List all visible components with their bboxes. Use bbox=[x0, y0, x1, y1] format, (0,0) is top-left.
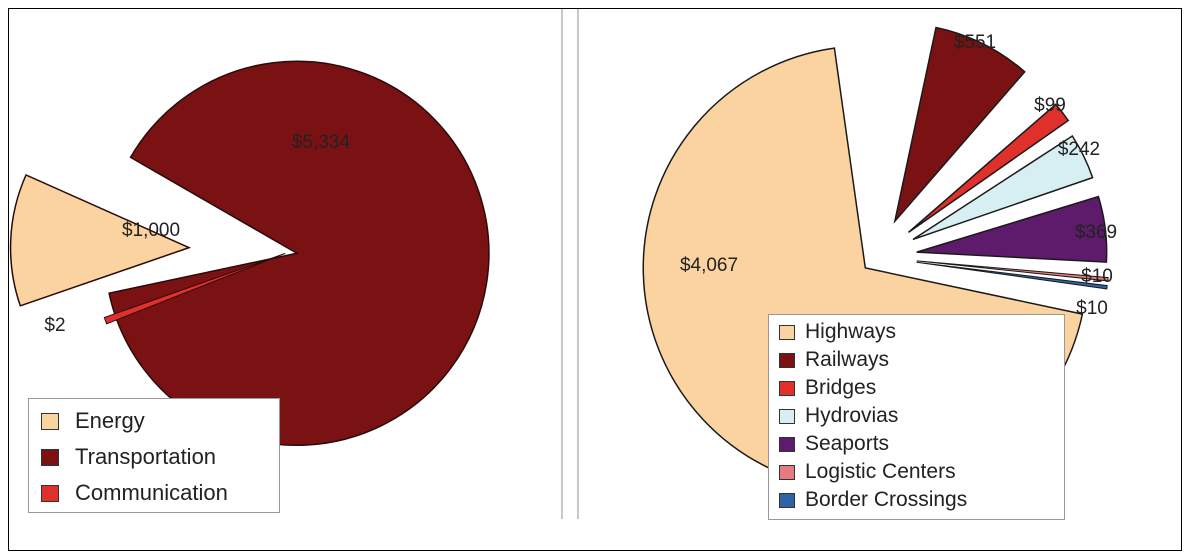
pie-slice-communication bbox=[103, 252, 286, 325]
legend-swatch bbox=[779, 325, 795, 340]
legend-item-highways: Highways bbox=[779, 318, 1064, 346]
legend-mode: Highways Railways Bridges Hydrovias Seap… bbox=[768, 314, 1065, 520]
legend-item-energy: Energy bbox=[41, 403, 279, 439]
pie-slice-hydrovias bbox=[912, 134, 1094, 241]
legend-swatch bbox=[779, 381, 795, 396]
panel-divider bbox=[561, 9, 563, 519]
legend-swatch bbox=[779, 493, 795, 508]
pie-slice-railways bbox=[893, 26, 1026, 224]
legend-item-logistic-centers: Logistic Centers bbox=[779, 458, 1064, 486]
legend-label: Energy bbox=[75, 408, 145, 433]
legend-swatch bbox=[779, 353, 795, 368]
data-label-highways: $4,067 bbox=[680, 255, 738, 276]
legend-label: Communication bbox=[75, 480, 228, 505]
legend-label: Bridges bbox=[805, 376, 877, 399]
pie-slice-logistic-centers bbox=[916, 260, 1109, 282]
legend-item-border-crossings: Border Crossings bbox=[779, 486, 1064, 514]
pie-slice-bridges bbox=[908, 103, 1070, 233]
legend-item-hydrovias: Hydrovias bbox=[779, 402, 1064, 430]
data-label-logistic-centers: $10 bbox=[1081, 266, 1113, 287]
figure-frame: $1,000 $5,334 $2 $4,067 $551 $99 $242 $369 $10 $… bbox=[8, 8, 1182, 551]
pie-slice-energy bbox=[9, 174, 192, 307]
legend-item-transportation: Transportation bbox=[41, 439, 279, 475]
data-label-hydrovias: $242 bbox=[1058, 139, 1100, 160]
pie-slice-seaports bbox=[916, 195, 1108, 263]
legend-label: Logistic Centers bbox=[805, 460, 956, 483]
pie-chart-investment-by-sector: $1,000 $5,334 $2 bbox=[9, 60, 490, 446]
legend-swatch bbox=[779, 437, 795, 452]
legend-label: Highways bbox=[805, 320, 897, 343]
legend-label: Seaports bbox=[805, 432, 890, 455]
legend-label: Border Crossings bbox=[805, 488, 968, 511]
legend-sector: Energy Transportation Communication bbox=[28, 398, 280, 513]
legend-label: Hydrovias bbox=[805, 404, 899, 427]
legend-swatch bbox=[41, 413, 59, 430]
data-label-seaports: $369 bbox=[1075, 222, 1117, 243]
legend-label: Railways bbox=[805, 348, 890, 371]
data-label-bridges: $99 bbox=[1034, 95, 1066, 116]
panel-divider bbox=[577, 9, 579, 519]
legend-swatch bbox=[41, 449, 59, 466]
legend-swatch bbox=[779, 409, 795, 424]
legend-item-seaports: Seaports bbox=[779, 430, 1064, 458]
data-label-energy: $1,000 bbox=[122, 220, 180, 241]
legend-swatch bbox=[41, 485, 59, 502]
legend-swatch bbox=[779, 465, 795, 480]
pie-slice-border-crossings bbox=[916, 261, 1108, 290]
data-label-border-crossings: $10 bbox=[1076, 298, 1108, 319]
data-label-railways: $551 bbox=[954, 32, 996, 53]
data-label-communication: $2 bbox=[44, 315, 65, 336]
legend-item-communication: Communication bbox=[41, 475, 279, 511]
legend-item-railways: Railways bbox=[779, 346, 1064, 374]
legend-label: Transportation bbox=[75, 444, 217, 469]
data-label-transportation: $5,334 bbox=[292, 132, 351, 153]
legend-item-bridges: Bridges bbox=[779, 374, 1064, 402]
